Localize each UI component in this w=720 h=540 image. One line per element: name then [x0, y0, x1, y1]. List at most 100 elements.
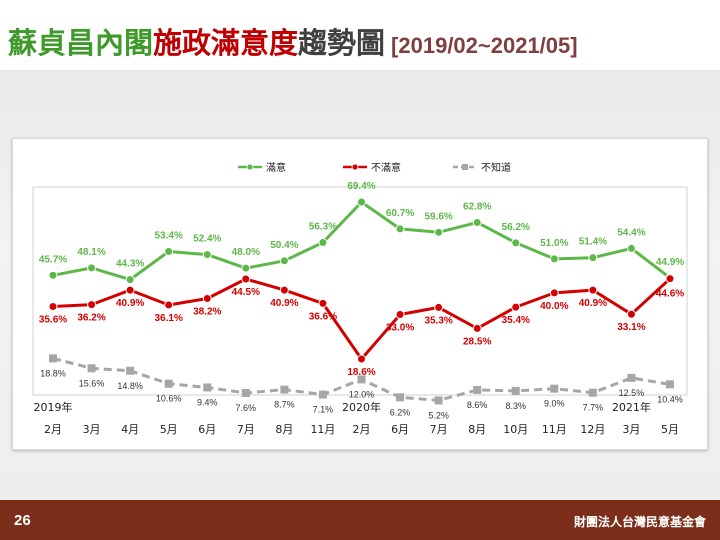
- data-point-3-4: [164, 379, 173, 388]
- data-point-1-1: [48, 270, 58, 280]
- data-label-2-12: 28.5%: [463, 336, 491, 347]
- data-label-1-13: 56.2%: [502, 222, 530, 233]
- data-point-1-2: [87, 263, 97, 273]
- x-tick-label-6: 7月: [237, 423, 255, 436]
- data-label-1-14: 51.0%: [540, 238, 568, 249]
- data-label-3-6: 7.6%: [236, 403, 257, 413]
- year-label-1: 2019年: [34, 400, 73, 414]
- data-point-1-5: [202, 250, 212, 260]
- data-point-2-11: [434, 302, 444, 312]
- x-tick-label-9: 2月: [353, 423, 371, 436]
- data-point-2-10: [395, 310, 405, 320]
- data-point-3-15: [588, 388, 597, 397]
- data-label-2-5: 38.2%: [193, 306, 221, 317]
- data-label-2-2: 36.2%: [77, 313, 105, 324]
- data-point-2-3: [125, 285, 135, 295]
- x-tick-label-17: 5月: [661, 423, 679, 436]
- data-label-3-1: 18.8%: [40, 368, 66, 378]
- data-label-1-9: 69.4%: [347, 181, 375, 192]
- series-line-2: [52, 277, 672, 361]
- data-label-2-3: 40.9%: [116, 298, 144, 309]
- data-label-1-12: 62.8%: [463, 201, 491, 212]
- data-label-3-9: 12.0%: [349, 389, 375, 399]
- data-point-3-6: [241, 389, 250, 398]
- data-point-2-1: [48, 301, 58, 311]
- data-point-1-6: [241, 263, 251, 273]
- data-label-3-11: 5.2%: [428, 410, 449, 420]
- x-tick-label-1: 2月: [44, 423, 62, 436]
- data-point-2-17: [665, 274, 675, 284]
- title-part-trend: 趨勢圖: [298, 26, 386, 60]
- title-date-range: [2019/02~2021/05]: [391, 33, 578, 58]
- data-label-3-16: 12.5%: [619, 388, 645, 398]
- data-label-1-4: 53.4%: [155, 230, 183, 241]
- data-point-1-15: [588, 253, 598, 263]
- data-point-3-10: [396, 393, 405, 402]
- data-label-3-13: 8.3%: [505, 401, 526, 411]
- line-chart: 滿意 不滿意 不知道 45.7% 48.1% 44.3% 53.4% 52.4% 48.0% 50…: [32, 161, 688, 436]
- data-label-3-12: 8.6%: [467, 400, 488, 410]
- data-point-3-3: [126, 366, 135, 375]
- x-tick-label-14: 11月: [542, 423, 567, 436]
- data-label-1-1: 45.7%: [39, 254, 67, 265]
- data-point-3-16: [627, 373, 636, 382]
- legend-marker-2: [351, 163, 359, 171]
- series-line-1: [52, 200, 671, 282]
- data-label-2-14: 40.0%: [540, 301, 568, 312]
- data-label-2-15: 40.9%: [579, 298, 607, 309]
- data-label-1-15: 51.4%: [579, 237, 607, 248]
- x-tick-label-8: 11月: [310, 423, 335, 436]
- data-point-3-14: [550, 384, 559, 393]
- data-point-2-6: [241, 274, 251, 284]
- data-label-3-14: 9.0%: [544, 399, 565, 409]
- data-label-1-17: 44.9%: [656, 257, 684, 268]
- data-label-3-3: 14.8%: [117, 381, 143, 391]
- x-tick-label-13: 10月: [503, 423, 528, 436]
- data-label-2-9: 18.6%: [347, 367, 375, 378]
- data-point-2-13: [511, 302, 521, 312]
- data-label-3-17: 10.4%: [657, 394, 683, 404]
- data-point-2-2: [87, 300, 97, 310]
- x-tick-label-3: 4月: [121, 423, 139, 436]
- chart-card: 滿意 不滿意 不知道 45.7% 48.1% 44.3% 53.4% 52.4% 48.0% 50…: [12, 138, 708, 450]
- data-label-2-10: 33.0%: [386, 323, 414, 334]
- data-label-1-2: 48.1%: [77, 247, 105, 258]
- x-tick-label-11: 7月: [430, 423, 448, 436]
- data-point-1-7: [279, 256, 289, 266]
- data-label-2-16: 33.1%: [617, 322, 645, 333]
- legend-marker-1: [246, 163, 254, 171]
- data-label-2-13: 35.4%: [502, 315, 530, 326]
- data-point-2-5: [202, 293, 212, 303]
- data-label-1-8: 56.3%: [309, 222, 337, 233]
- data-label-2-1: 35.6%: [39, 314, 67, 325]
- year-label-3: 2021年: [612, 400, 651, 414]
- data-label-1-3: 44.3%: [116, 259, 144, 270]
- page-number: 26: [14, 512, 31, 529]
- x-tick-label-10: 6月: [391, 423, 409, 436]
- data-label-3-10: 6.2%: [390, 407, 411, 417]
- data-label-1-16: 54.4%: [617, 227, 645, 238]
- data-point-1-14: [549, 254, 559, 264]
- x-tick-label-4: 5月: [160, 423, 178, 436]
- data-label-3-5: 9.4%: [197, 397, 218, 407]
- data-point-1-3: [125, 275, 135, 285]
- data-point-2-15: [588, 285, 598, 295]
- data-point-3-5: [203, 383, 212, 392]
- data-point-1-13: [511, 238, 521, 248]
- data-point-1-12: [472, 217, 482, 227]
- data-label-1-5: 52.4%: [193, 234, 221, 245]
- data-point-1-8: [318, 238, 328, 248]
- data-point-2-14: [549, 288, 559, 298]
- data-point-2-4: [164, 300, 174, 310]
- legend-label-1: 滿意: [266, 161, 286, 174]
- data-point-3-12: [473, 385, 482, 394]
- data-point-3-8: [318, 390, 327, 399]
- data-label-2-7: 40.9%: [270, 298, 298, 309]
- legend-marker-3: [462, 164, 468, 170]
- data-label-1-7: 50.4%: [270, 240, 298, 251]
- title-part-cabinet: 蘇貞昌內閣: [8, 26, 154, 60]
- data-point-2-7: [279, 285, 289, 295]
- legend-label-3: 不知道: [481, 161, 511, 174]
- data-label-2-6: 44.5%: [232, 287, 260, 298]
- x-tick-label-2: 3月: [83, 423, 101, 436]
